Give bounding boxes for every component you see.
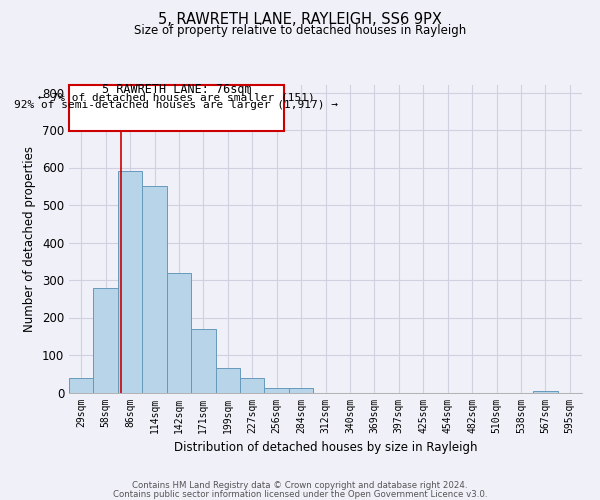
Bar — [167, 272, 191, 392]
Text: Contains public sector information licensed under the Open Government Licence v3: Contains public sector information licen… — [113, 490, 487, 499]
Text: 5, RAWRETH LANE, RAYLEIGH, SS6 9PX: 5, RAWRETH LANE, RAYLEIGH, SS6 9PX — [158, 12, 442, 28]
Y-axis label: Number of detached properties: Number of detached properties — [23, 146, 37, 332]
FancyBboxPatch shape — [69, 85, 284, 131]
Bar — [533, 390, 557, 392]
Text: 5 RAWRETH LANE: 76sqm: 5 RAWRETH LANE: 76sqm — [101, 83, 251, 96]
Bar — [289, 388, 313, 392]
Text: Size of property relative to detached houses in Rayleigh: Size of property relative to detached ho… — [134, 24, 466, 37]
Text: ← 7% of detached houses are smaller (151): ← 7% of detached houses are smaller (151… — [38, 92, 315, 102]
Bar — [265, 388, 289, 392]
Bar — [94, 288, 118, 393]
Bar — [240, 378, 265, 392]
Bar — [142, 186, 167, 392]
Text: 92% of semi-detached houses are larger (1,917) →: 92% of semi-detached houses are larger (… — [14, 100, 338, 110]
Text: Contains HM Land Registry data © Crown copyright and database right 2024.: Contains HM Land Registry data © Crown c… — [132, 481, 468, 490]
Bar — [69, 378, 94, 392]
Bar — [118, 171, 142, 392]
Bar — [191, 329, 215, 392]
X-axis label: Distribution of detached houses by size in Rayleigh: Distribution of detached houses by size … — [174, 441, 477, 454]
Bar — [215, 368, 240, 392]
